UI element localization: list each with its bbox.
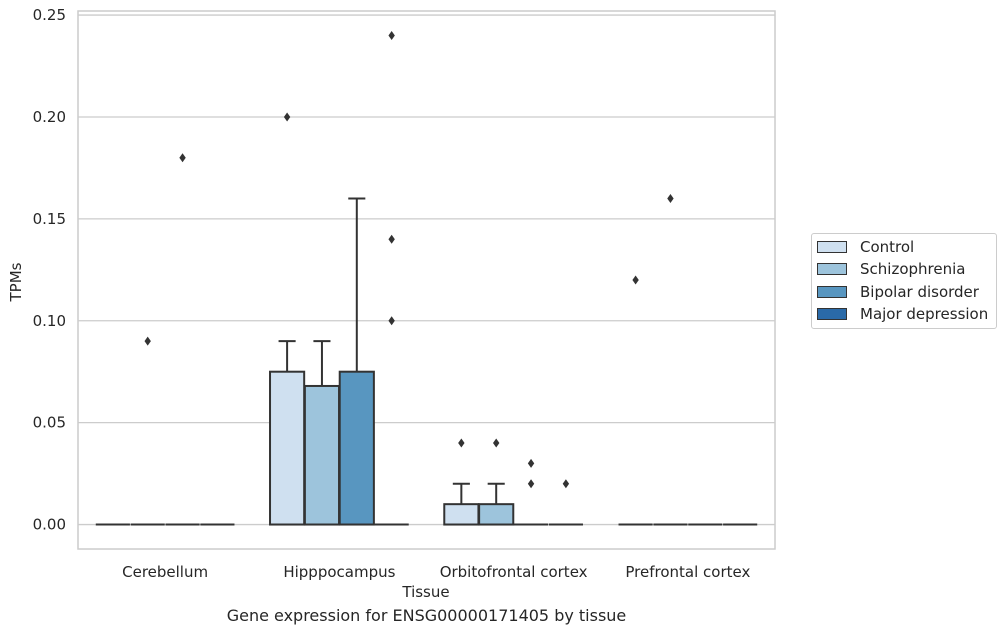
- legend-swatch-bipolar-disorder: [817, 286, 847, 298]
- box-group: [130, 336, 165, 526]
- x-tick-label: Hipppocampus: [283, 563, 395, 581]
- x-tick-label: Cerebellum: [122, 563, 208, 581]
- outlier-point: [458, 438, 465, 448]
- y-tick-label: 0.20: [33, 108, 66, 126]
- y-tick-label: 0.05: [33, 414, 66, 432]
- box: [303, 384, 341, 526]
- box-group: [478, 438, 515, 526]
- legend-item-schizophrenia: Schizophrenia: [817, 259, 965, 279]
- y-tick-label: 0.00: [33, 516, 66, 534]
- legend: Control Schizophrenia Bipolar disorder M…: [811, 233, 997, 329]
- figure-caption: Gene expression for ENSG00000171405 by t…: [226, 606, 627, 625]
- outlier-point: [388, 234, 395, 244]
- legend-item-major-depression: Major depression: [817, 304, 988, 324]
- legend-label-control: Control: [860, 238, 915, 256]
- legend-label-major-depression: Major depression: [860, 305, 989, 323]
- outlier-point: [144, 336, 151, 346]
- box: [478, 503, 515, 526]
- x-tick-label: Orbitofrontal cortex: [440, 563, 588, 581]
- outlier-point: [632, 275, 639, 285]
- outlier-point: [493, 438, 500, 448]
- y-tick-label: 0.15: [33, 210, 66, 228]
- outlier-point: [388, 316, 395, 326]
- box-group: [443, 438, 480, 526]
- box-group: [269, 112, 306, 526]
- outlier-point: [527, 479, 535, 489]
- y-tick-labels: 0.00 0.05 0.10 0.15 0.20 0.25: [33, 6, 66, 533]
- legend-label-bipolar-disorder: Bipolar disorder: [860, 283, 979, 301]
- outlier-point: [527, 458, 535, 468]
- box-group: [165, 153, 200, 526]
- outlier-point: [283, 112, 291, 122]
- y-axis-title: TPMs: [7, 262, 25, 302]
- legend-item-control: Control: [817, 237, 914, 257]
- x-tick-label: Prefrontal cortex: [625, 563, 750, 581]
- x-tick-labels: Cerebellum Hipppocampus Orbitofrontal cort…: [122, 563, 750, 581]
- legend-label-schizophrenia: Schizophrenia: [860, 260, 966, 278]
- outlier-point: [667, 193, 674, 203]
- box-group: [338, 197, 375, 526]
- box: [338, 370, 375, 526]
- legend-item-bipolar: Bipolar disorder: [817, 282, 979, 302]
- box-group: [548, 479, 583, 526]
- box-group: [653, 193, 688, 526]
- x-axis-title: Tissue: [401, 583, 449, 601]
- outlier-point: [388, 30, 395, 40]
- boxes: [95, 30, 758, 526]
- box-group: [374, 30, 409, 526]
- box-group: [618, 275, 653, 526]
- legend-swatch-major-depression: [817, 308, 847, 320]
- y-tick-label: 0.25: [33, 6, 66, 24]
- y-tick-label: 0.10: [33, 312, 66, 330]
- legend-swatch-schizophrenia: [817, 263, 847, 275]
- plot-frame: [77, 10, 776, 550]
- gridlines: [78, 14, 775, 526]
- box: [269, 370, 306, 526]
- box: [443, 503, 480, 526]
- box-group: [513, 458, 549, 526]
- outlier-point: [562, 479, 570, 489]
- box-group: [303, 340, 341, 526]
- outlier-point: [179, 153, 186, 163]
- legend-swatch-control: [817, 241, 847, 253]
